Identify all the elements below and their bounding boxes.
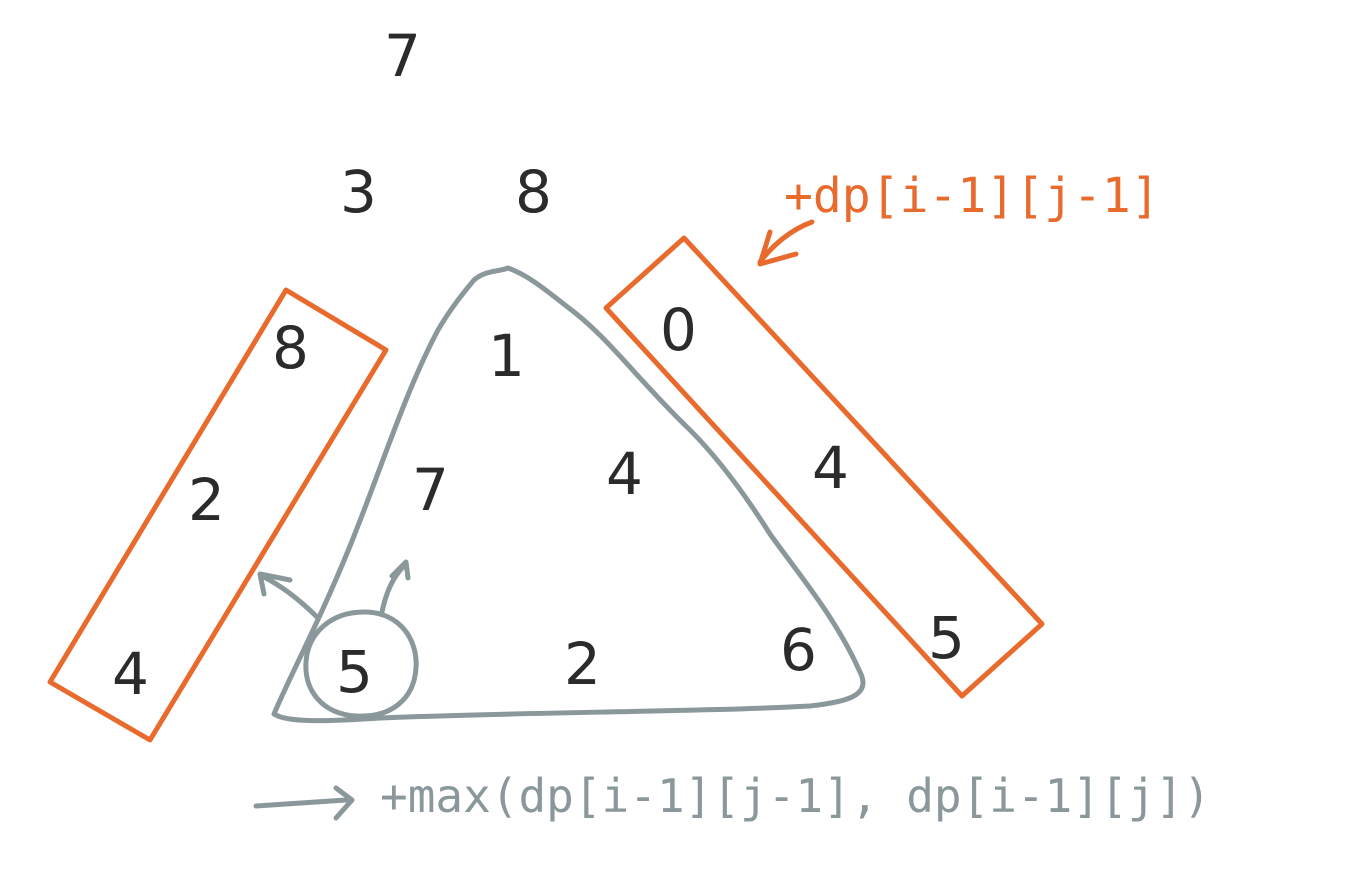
row5-val5: 5 [928,604,965,672]
right-edge-formula: +dp[i-1][j-1] [784,168,1160,224]
row5-val3: 2 [564,630,601,698]
upper-left-arrowhead [257,571,293,597]
row4-val3: 4 [606,440,643,508]
inner-region-outline [271,265,866,724]
right-annotation-arrowhead [757,229,799,267]
row2-val1: 3 [340,158,377,226]
row5-val2: 5 [336,638,373,706]
bottom-formula-arrowhead [333,785,355,821]
row4-val2: 7 [412,456,449,524]
row2-val2: 8 [515,158,552,226]
left-edge-highlight-box [47,287,389,743]
row3-val3: 0 [660,296,697,364]
upper-left-arrow [259,573,321,621]
inner-formula: +max(dp[i-1][j-1], dp[i-1][j]) [380,769,1211,823]
right-edge-highlight-box [603,235,1045,699]
row5-val1: 4 [112,640,149,708]
row4-val1: 2 [188,466,225,534]
upper-arrowhead [389,559,411,581]
row5-val4: 6 [780,616,817,684]
row1-val1: 7 [384,22,421,90]
current-cell-circle [303,609,419,719]
bottom-formula-arrow [253,797,349,809]
row3-val1: 8 [272,314,309,382]
row3-val2: 1 [488,322,525,390]
row4-val4: 4 [812,434,849,502]
